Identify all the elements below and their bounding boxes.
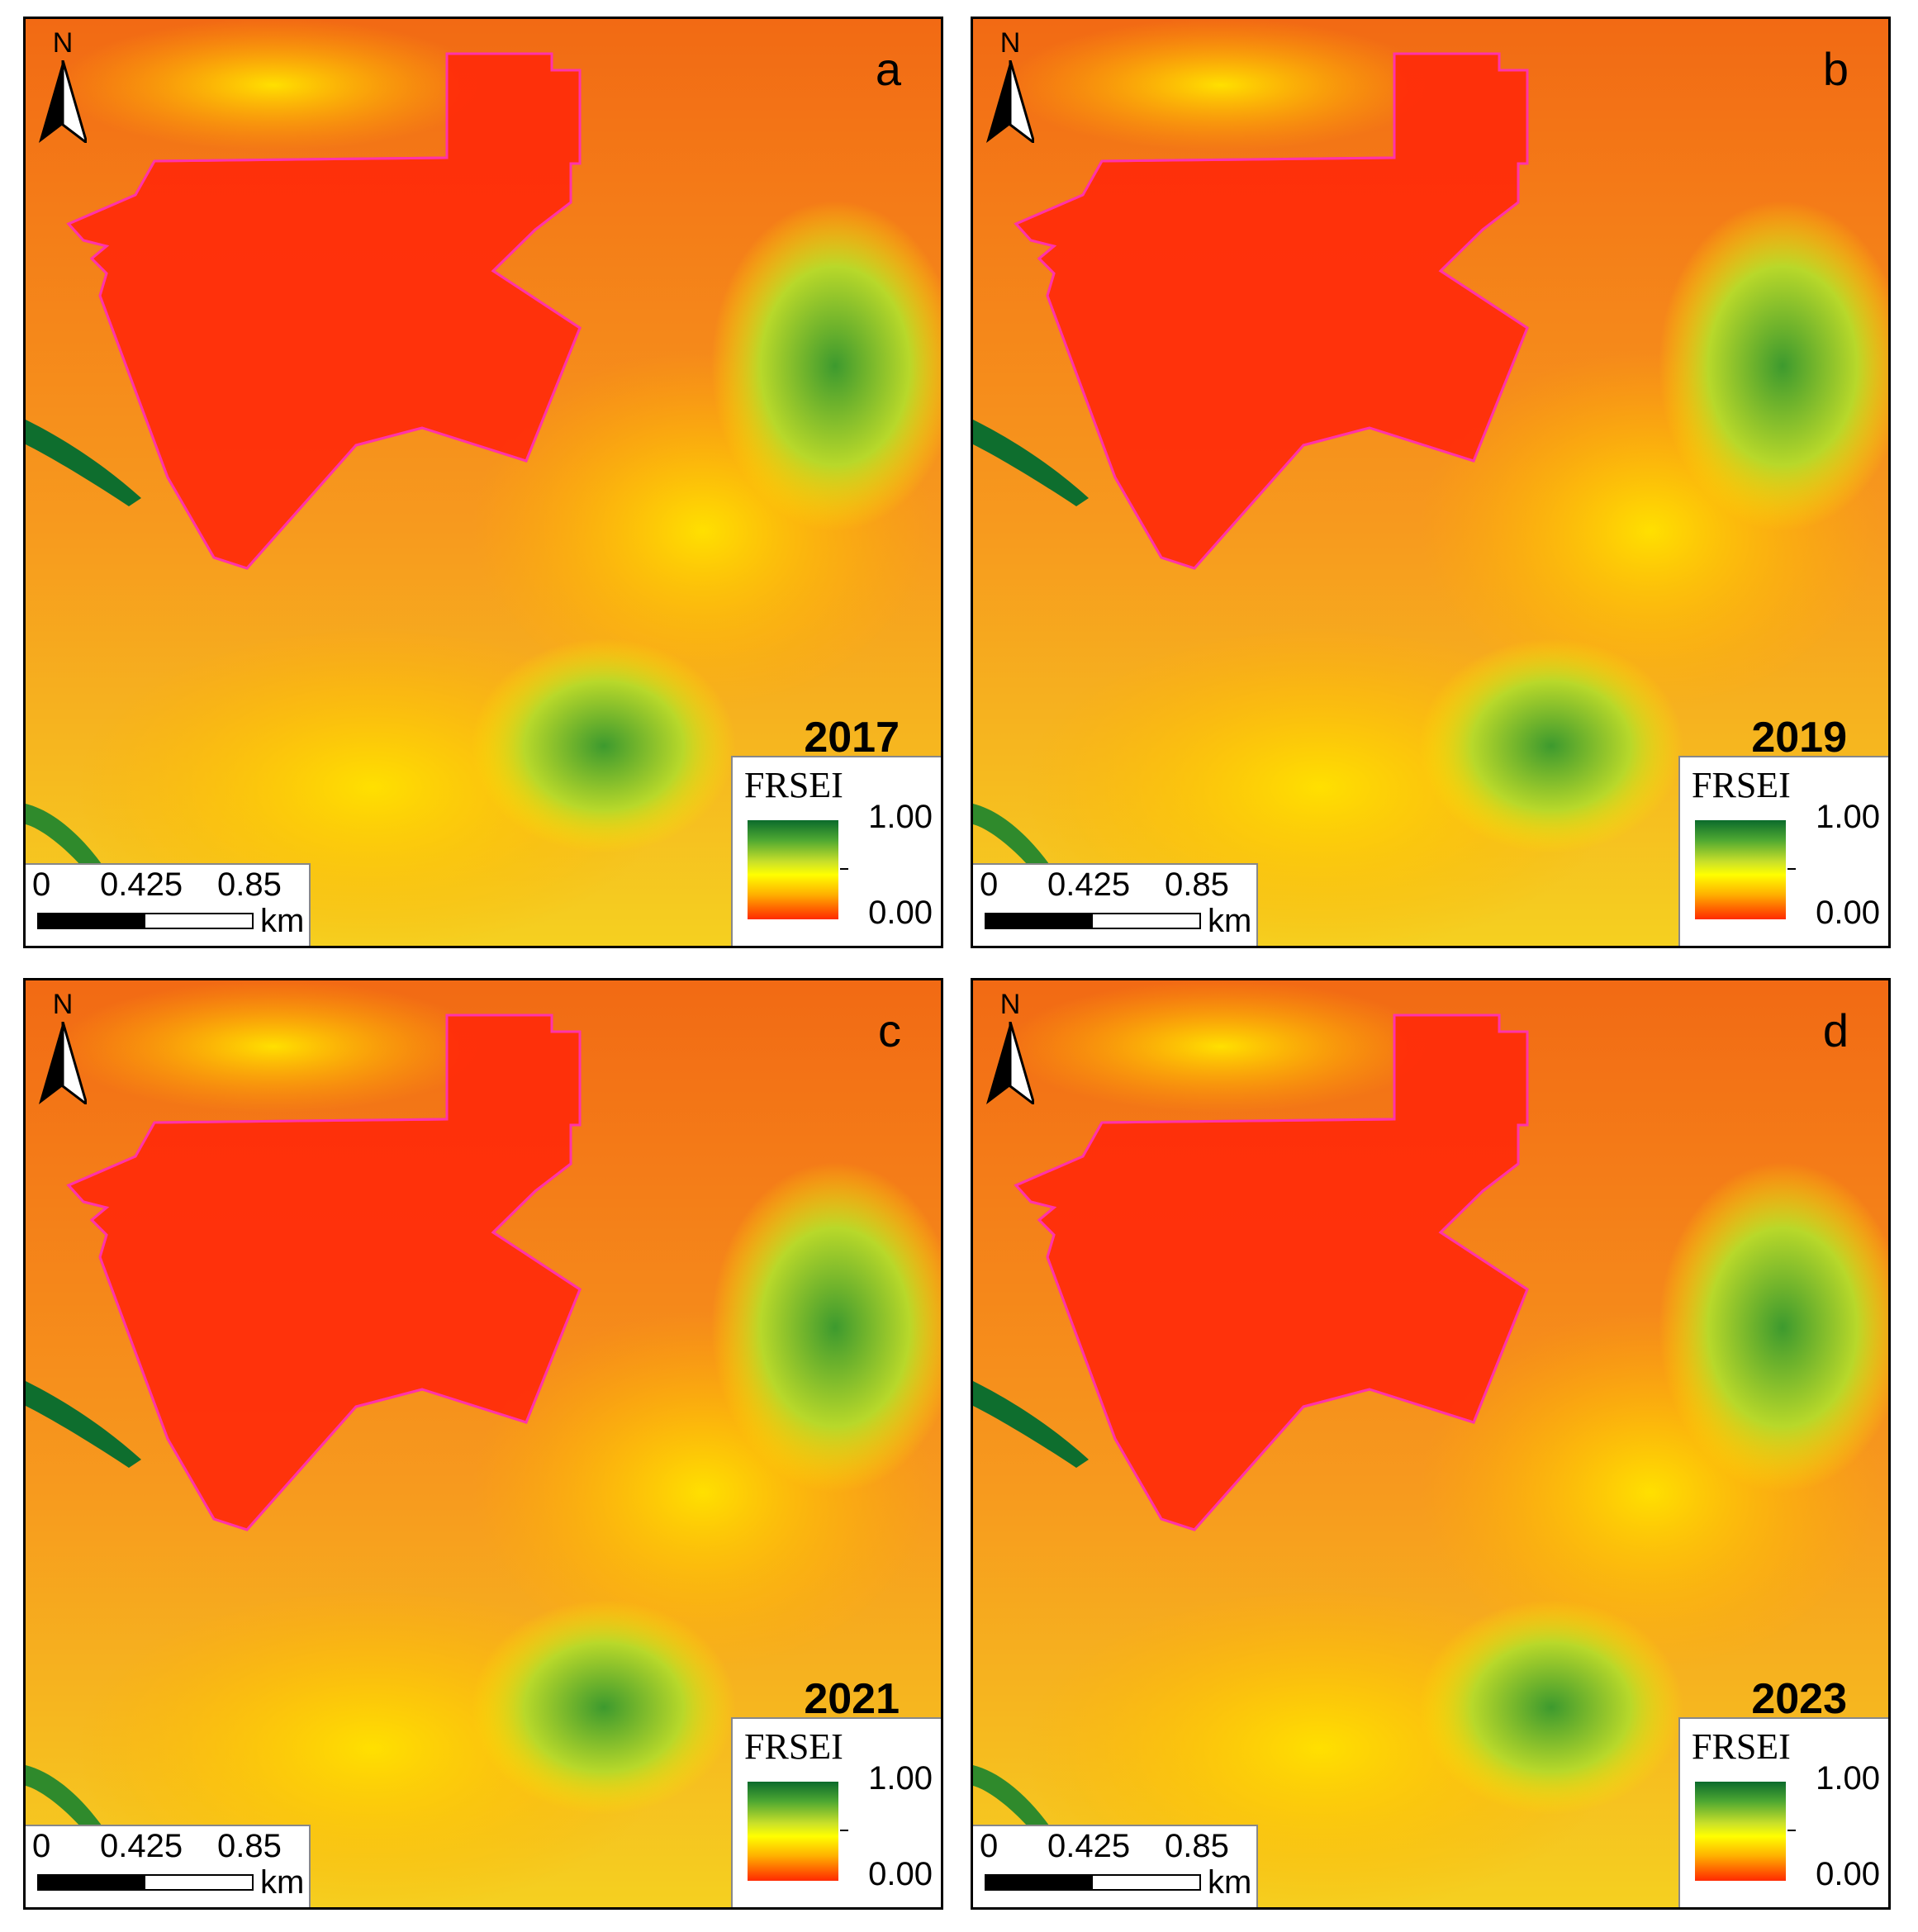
- legend-title: FRSEI: [1692, 765, 1791, 805]
- north-arrow-icon: [39, 1022, 87, 1104]
- north-arrow: N: [34, 27, 92, 151]
- year-label: 2021: [804, 1675, 900, 1723]
- scale-label-2: 0.85: [217, 866, 282, 903]
- scale-label-1: 0.425: [100, 1828, 183, 1864]
- boundary-outline: [66, 1013, 582, 1531]
- boundary-outline: [66, 52, 582, 570]
- scale-bar: 0 0.425 0.85 km: [973, 863, 1258, 946]
- frsei-raster: [973, 980, 1888, 1907]
- legend-tick: [840, 1830, 848, 1831]
- frsei-raster: [26, 19, 941, 946]
- north-arrow-icon: [986, 60, 1034, 143]
- legend-min: 0.00: [1816, 895, 1880, 931]
- scale-bar-graphic: [37, 913, 254, 929]
- vegetation-patch: [1659, 201, 1888, 531]
- scale-label-1: 0.425: [100, 866, 183, 903]
- legend-min: 0.00: [868, 895, 933, 931]
- scale-label-2: 0.85: [217, 1828, 282, 1864]
- terrain-patch: [59, 980, 488, 1113]
- legend-title: FRSEI: [744, 1726, 843, 1767]
- scale-label-1: 0.425: [1047, 866, 1131, 903]
- scale-label-1: 0.425: [1047, 1828, 1131, 1864]
- vegetation-patch: [711, 1162, 941, 1493]
- scale-label-0: 0: [32, 866, 51, 903]
- map-panel-b: N b 2019 0 0.425 0.85 km FRSEI 1.00 0.00: [971, 17, 1891, 948]
- north-arrow: N: [981, 989, 1039, 1113]
- scale-bar-graphic: [37, 1874, 254, 1891]
- north-arrow-icon: [39, 60, 87, 143]
- terrain-patch: [59, 19, 488, 151]
- vegetation-patch: [1419, 638, 1683, 853]
- year-label: 2019: [1751, 714, 1847, 762]
- north-label: N: [999, 989, 1021, 1020]
- legend-max: 1.00: [1816, 1760, 1880, 1797]
- north-arrow: N: [34, 989, 92, 1113]
- scale-bar: 0 0.425 0.85 km: [973, 1825, 1258, 1907]
- vegetation-patch: [1659, 1162, 1888, 1493]
- legend: FRSEI 1.00 0.00: [1678, 1717, 1888, 1907]
- river-vegetation: [973, 420, 1089, 506]
- panel-letter: a: [875, 43, 901, 95]
- scale-unit: km: [1208, 1864, 1252, 1901]
- legend-tick: [1787, 868, 1796, 870]
- river-vegetation: [973, 1381, 1089, 1468]
- scale-label-2: 0.85: [1165, 1828, 1229, 1864]
- vegetation-patch: [472, 638, 736, 853]
- panel-letter: d: [1822, 1004, 1849, 1056]
- river-vegetation: [26, 420, 141, 506]
- legend: FRSEI 1.00 0.00: [731, 1717, 941, 1907]
- map-panel-d: N d 2023 0 0.425 0.85 km FRSEI 1.00 0.00: [971, 978, 1891, 1910]
- north-label: N: [999, 27, 1021, 59]
- year-label: 2017: [804, 714, 900, 762]
- legend-tick: [1787, 1830, 1796, 1831]
- north-label: N: [52, 989, 74, 1020]
- boundary-outline: [1014, 52, 1529, 570]
- scale-bar-graphic: [985, 913, 1201, 929]
- scale-bar: 0 0.425 0.85 km: [26, 863, 311, 946]
- legend: FRSEI 1.00 0.00: [1678, 756, 1888, 946]
- vegetation-patch: [1419, 1600, 1683, 1815]
- year-label: 2023: [1751, 1675, 1847, 1723]
- panel-letter: b: [1822, 43, 1849, 95]
- legend-tick: [840, 868, 848, 870]
- vegetation-patch: [711, 201, 941, 531]
- scale-unit: km: [1208, 903, 1252, 939]
- legend-min: 0.00: [1816, 1856, 1880, 1892]
- map-panel-c: N c 2021 0 0.425 0.85 km FRSEI 1.00 0.00: [23, 978, 943, 1910]
- legend-title: FRSEI: [1692, 1726, 1791, 1767]
- scale-label-0: 0: [980, 866, 999, 903]
- map-panel-a: N a 2017 0 0.425 0.85 km FRSEI 1.00 0.00: [23, 17, 943, 948]
- north-arrow: N: [981, 27, 1039, 151]
- scale-label-0: 0: [32, 1828, 51, 1864]
- river-vegetation: [26, 1381, 141, 1468]
- terrain-patch: [1006, 19, 1436, 151]
- legend-color-ramp: [1695, 1782, 1786, 1881]
- scale-label-2: 0.85: [1165, 866, 1229, 903]
- terrain-patch: [1006, 980, 1436, 1113]
- scale-unit: km: [260, 1864, 305, 1901]
- vegetation-patch: [472, 1600, 736, 1815]
- scale-bar: 0 0.425 0.85 km: [26, 1825, 311, 1907]
- scale-unit: km: [260, 903, 305, 939]
- north-arrow-icon: [986, 1022, 1034, 1104]
- frsei-raster: [973, 19, 1888, 946]
- boundary-outline: [1014, 1013, 1529, 1531]
- legend-max: 1.00: [868, 1760, 933, 1797]
- legend: FRSEI 1.00 0.00: [731, 756, 941, 946]
- north-label: N: [52, 27, 74, 59]
- legend-color-ramp: [748, 1782, 838, 1881]
- legend-max: 1.00: [1816, 799, 1880, 835]
- legend-color-ramp: [1695, 820, 1786, 919]
- legend-title: FRSEI: [744, 765, 843, 805]
- legend-color-ramp: [748, 820, 838, 919]
- panel-letter: c: [878, 1004, 901, 1056]
- scale-bar-graphic: [985, 1874, 1201, 1891]
- legend-max: 1.00: [868, 799, 933, 835]
- legend-min: 0.00: [868, 1856, 933, 1892]
- scale-label-0: 0: [980, 1828, 999, 1864]
